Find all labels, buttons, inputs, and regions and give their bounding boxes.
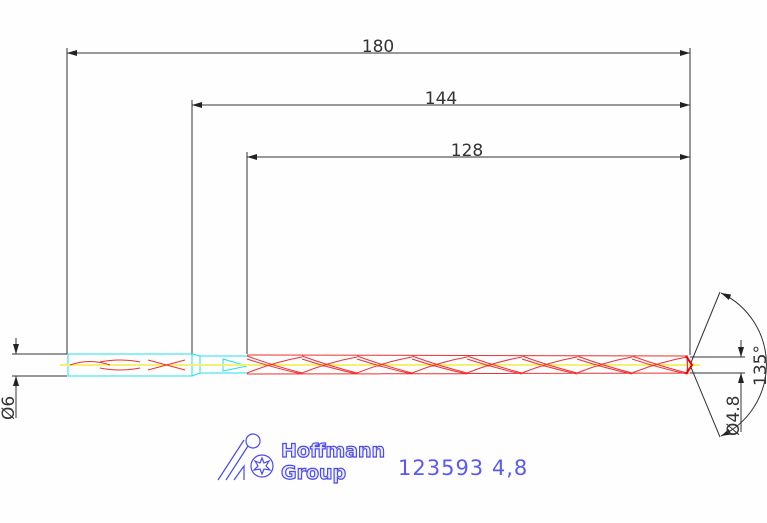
dim-text-tip-angle: 135° [751,345,767,386]
tip-edge-lower [689,364,721,438]
hoffmann-group-logo [217,433,274,481]
dim-text-128: 128 [451,141,483,161]
dim-text-144: 144 [425,89,457,109]
drill-tip [685,355,694,375]
dim-text-drill-diameter: Ø4.8 [724,396,744,436]
logo-text-line2: Group [281,462,346,484]
shank-hidden-lines [69,359,186,371]
dim-text-shank-diameter: Ø6 [0,396,19,420]
dim-arc-tip-angle [720,292,767,437]
drill-flutes [246,354,689,375]
article-code: 123593 4,8 [398,456,528,480]
tip-edge-upper [689,291,721,366]
dim-text-180: 180 [362,37,394,57]
flute-helix [246,354,689,375]
logo-text-line1: Hoffmann [281,440,385,462]
